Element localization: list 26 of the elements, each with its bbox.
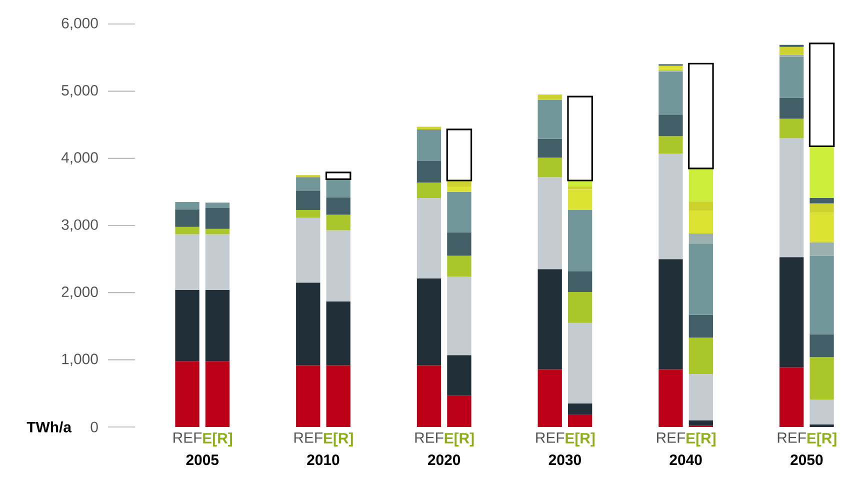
x-tick-label: REF <box>536 432 564 443</box>
text: 2020 <box>428 454 460 466</box>
x-tick-label: E[R] <box>566 432 595 446</box>
y-tick-label: 5,000 <box>62 84 98 98</box>
text: 2005 <box>186 454 219 466</box>
x-tick-label: E[R] <box>444 432 474 446</box>
y-tick-label: 6,000 <box>62 18 98 30</box>
y-tick-label: 3,000 <box>62 219 98 232</box>
text: 2050 <box>790 454 823 466</box>
x-tick-label: E[R] <box>324 432 353 446</box>
x-tick-label: REF <box>294 432 322 443</box>
x-tick-label: E[R] <box>807 432 836 446</box>
x-tick-label: E[R] <box>203 432 232 446</box>
x-tick-label: REF <box>656 432 686 443</box>
x-tick-label: REF <box>174 432 202 443</box>
y-tick-label: 2,000 <box>62 286 98 299</box>
x-tick-label: E[R] <box>686 432 716 446</box>
text: 2010 <box>307 454 340 466</box>
text: 2030 <box>548 454 581 466</box>
x-tick-label: REF <box>415 432 444 443</box>
y-tick-label: 0 <box>90 422 98 432</box>
x-tick-label: REF <box>778 432 806 443</box>
y-axis-title: TWh/a <box>26 421 72 433</box>
y-tick-label: 4,000 <box>61 152 98 164</box>
text: 2040 <box>670 454 702 466</box>
y-tick-label: 1,000 <box>62 354 98 366</box>
